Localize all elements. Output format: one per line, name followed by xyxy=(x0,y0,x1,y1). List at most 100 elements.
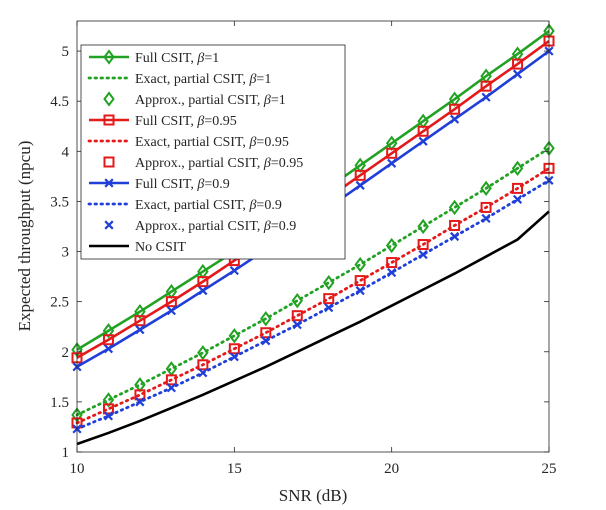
point-approx-partial-csit-beta-0-9-13 xyxy=(166,383,176,393)
legend-marker xyxy=(104,178,114,188)
point-approx-partial-csit-beta-0-9-12 xyxy=(135,397,145,407)
legend-entry-approx-partial-csit-beta-0-9: Approx., partial CSIT, β=0.9 xyxy=(104,219,296,234)
legend-label: Full CSIT, β=0.9 xyxy=(135,177,230,192)
legend-box xyxy=(80,44,346,260)
point-approx-partial-csit-beta-0-95-24 xyxy=(512,182,524,194)
series-no-csit xyxy=(76,210,550,446)
point-full-csit-beta-0-95-13 xyxy=(165,296,177,308)
legend-label: Exact, partial CSIT, β=1 xyxy=(135,72,271,87)
point-approx-partial-csit-beta-0-95-21 xyxy=(417,239,429,251)
legend-entry-approx-partial-csit-beta-0-95: Approx., partial CSIT, β=0.95 xyxy=(103,156,303,171)
legend-entry-no-csit: No CSIT xyxy=(89,240,186,255)
point-approx-partial-csit-beta-0-9-14 xyxy=(198,368,208,378)
legend-marker xyxy=(103,156,115,168)
point-full-csit-beta-0-9-20 xyxy=(387,158,397,168)
x-tick-label: 25 xyxy=(542,461,557,477)
axes-box xyxy=(76,20,550,453)
y-tick-label: 4 xyxy=(62,144,70,160)
point-approx-partial-csit-beta-1-19 xyxy=(354,256,366,273)
point-approx-partial-csit-beta-0-95-22 xyxy=(449,219,461,231)
legend-entry-exact-partial-csit-beta-0-95: Exact, partial CSIT, β=0.95 xyxy=(87,135,289,150)
point-approx-partial-csit-beta-0-95-11 xyxy=(102,403,114,415)
point-full-csit-beta-0-95-12 xyxy=(134,315,146,327)
point-full-csit-beta-0-9-23 xyxy=(481,92,491,102)
point-full-csit-beta-0-9-15 xyxy=(229,266,239,276)
y-tick-label: 5 xyxy=(62,44,70,60)
point-approx-partial-csit-beta-0-95-13 xyxy=(165,374,177,386)
point-full-csit-beta-0-95-21 xyxy=(417,125,429,137)
point-approx-partial-csit-beta-0-9-20 xyxy=(387,268,397,278)
x-tick-label: 10 xyxy=(70,461,85,477)
point-approx-partial-csit-beta-0-9-21 xyxy=(418,249,428,260)
point-full-csit-beta-0-9-13 xyxy=(166,306,176,316)
legend-label: No CSIT xyxy=(135,240,186,255)
point-full-csit-beta-0-95-14 xyxy=(197,276,209,288)
point-approx-partial-csit-beta-1-24 xyxy=(511,160,524,177)
point-approx-partial-csit-beta-0-9-17 xyxy=(292,320,302,330)
legend-label: Approx., partial CSIT, β=1 xyxy=(135,93,286,108)
point-full-csit-beta-0-9-19 xyxy=(355,180,365,190)
y-tick-label: 1.5 xyxy=(50,395,69,411)
point-approx-partial-csit-beta-1-21 xyxy=(417,218,429,235)
y-axis-label: Expected throughput (npcu) xyxy=(15,141,34,332)
point-approx-partial-csit-beta-0-95-14 xyxy=(197,359,209,371)
point-full-csit-beta-0-9-24 xyxy=(512,69,523,79)
point-full-csit-beta-0-9-11 xyxy=(103,344,114,354)
point-full-csit-beta-0-95-19 xyxy=(354,169,366,181)
legend: Full CSIT, β=1 Exact, partial CSIT, β=1 Ap… xyxy=(80,44,346,260)
point-approx-partial-csit-beta-1-22 xyxy=(448,199,461,216)
x-tick-label: 15 xyxy=(227,461,242,477)
legend-entry-exact-partial-csit-beta-1: Exact, partial CSIT, β=1 xyxy=(87,72,271,87)
legend-label: Full CSIT, β=1 xyxy=(135,51,219,66)
legend-marker xyxy=(103,114,115,126)
point-approx-partial-csit-beta-0-95-20 xyxy=(386,257,398,269)
point-approx-partial-csit-beta-0-9-16 xyxy=(261,336,271,346)
point-approx-partial-csit-beta-0-95-12 xyxy=(134,389,146,401)
legend-marker xyxy=(103,49,115,65)
legend-marker xyxy=(103,91,115,107)
point-approx-partial-csit-beta-0-95-17 xyxy=(291,310,303,322)
point-approx-partial-csit-beta-1-17 xyxy=(291,292,304,309)
point-approx-partial-csit-beta-0-95-16 xyxy=(260,327,272,339)
legend-entry-full-csit-beta-0-95: Full CSIT, β=0.95 xyxy=(89,114,237,129)
legend-label: Approx., partial CSIT, β=0.95 xyxy=(135,156,303,171)
legend-entry-approx-partial-csit-beta-1: Approx., partial CSIT, β=1 xyxy=(103,91,286,108)
line-no-csit xyxy=(76,210,550,446)
point-full-csit-beta-0-95-11 xyxy=(102,334,114,346)
point-approx-partial-csit-beta-0-9-19 xyxy=(355,286,365,296)
x-axis-label: SNR (dB) xyxy=(279,486,347,505)
line-exact-partial-csit-beta-0-95 xyxy=(75,166,551,425)
point-full-csit-beta-0-9-12 xyxy=(135,325,145,335)
point-approx-partial-csit-beta-0-9-11 xyxy=(103,411,114,421)
point-approx-partial-csit-beta-1-16 xyxy=(260,311,272,327)
legend-marker xyxy=(104,220,114,230)
point-full-csit-beta-0-9-14 xyxy=(198,286,208,296)
point-approx-partial-csit-beta-0-95-19 xyxy=(354,275,366,287)
legend-entry-full-csit-beta-0-9: Full CSIT, β=0.9 xyxy=(89,177,230,192)
point-approx-partial-csit-beta-0-9-23 xyxy=(481,213,491,224)
series-exact-partial-csit-beta-0-9 xyxy=(75,178,551,431)
legend-label: Approx., partial CSIT, β=0.9 xyxy=(135,219,296,234)
y-tick-label: 4.5 xyxy=(50,94,69,110)
point-full-csit-beta-0-95-24 xyxy=(512,58,524,70)
legend-entry-full-csit-beta-1: Full CSIT, β=1 xyxy=(89,49,219,66)
point-approx-partial-csit-beta-0-95-23 xyxy=(480,201,492,213)
point-full-csit-beta-0-95-20 xyxy=(386,147,398,159)
legend-label: Exact, partial CSIT, β=0.95 xyxy=(135,135,289,150)
point-approx-partial-csit-beta-0-9-18 xyxy=(324,303,334,313)
point-approx-partial-csit-beta-0-95-18 xyxy=(323,293,335,305)
point-approx-partial-csit-beta-1-15 xyxy=(228,328,241,344)
point-full-csit-beta-1-12 xyxy=(134,304,146,320)
legend-entry-exact-partial-csit-beta-0-9: Exact, partial CSIT, β=0.9 xyxy=(87,198,282,213)
line-exact-partial-csit-beta-1 xyxy=(75,146,551,417)
y-tick-label: 3 xyxy=(62,245,70,261)
line-exact-partial-csit-beta-0-9 xyxy=(75,178,551,431)
tick-layer: 10 15 20 25 1 1.5 2 2.5 3 3.5 4 4.5 5 xyxy=(50,21,557,477)
y-tick-label: 1 xyxy=(62,445,70,461)
point-approx-partial-csit-beta-0-9-22 xyxy=(450,231,460,242)
series-exact-partial-csit-beta-1 xyxy=(75,146,551,417)
point-approx-partial-csit-beta-1-20 xyxy=(385,237,398,254)
legend-label: Full CSIT, β=0.95 xyxy=(135,114,237,129)
point-approx-partial-csit-beta-1-11 xyxy=(102,392,115,408)
